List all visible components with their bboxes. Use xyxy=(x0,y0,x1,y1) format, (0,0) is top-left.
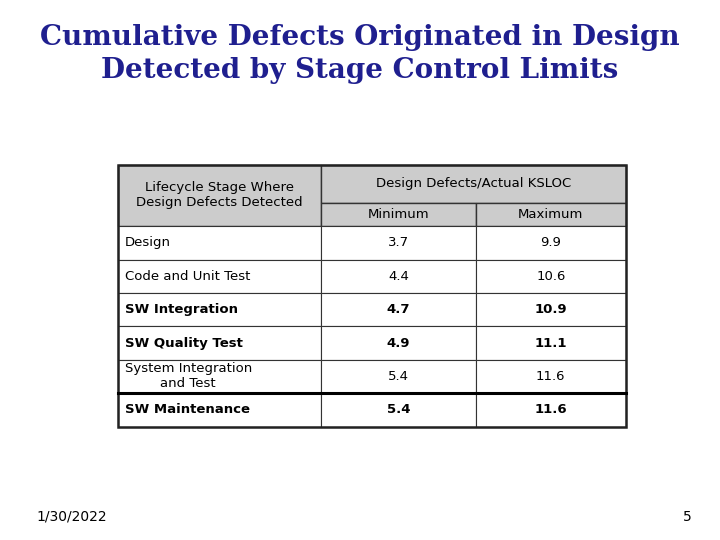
Text: Code and Unit Test: Code and Unit Test xyxy=(125,270,250,283)
Text: 5: 5 xyxy=(683,510,691,524)
Bar xyxy=(321,360,476,393)
Bar xyxy=(476,393,626,427)
Text: 11.6: 11.6 xyxy=(536,370,565,383)
Text: 11.6: 11.6 xyxy=(534,403,567,416)
Bar xyxy=(118,360,321,393)
Text: Maximum: Maximum xyxy=(518,208,583,221)
Text: SW Maintenance: SW Maintenance xyxy=(125,403,250,416)
Text: 10.9: 10.9 xyxy=(534,303,567,316)
Bar xyxy=(118,260,321,293)
Text: Minimum: Minimum xyxy=(368,208,429,221)
Bar xyxy=(321,293,476,326)
Text: 5.4: 5.4 xyxy=(388,370,409,383)
Bar xyxy=(476,360,626,393)
Bar xyxy=(118,293,321,326)
Text: SW Integration: SW Integration xyxy=(125,303,238,316)
Bar xyxy=(118,165,321,226)
Bar xyxy=(321,165,626,202)
Text: 9.9: 9.9 xyxy=(540,237,561,249)
Bar xyxy=(476,226,626,260)
Bar xyxy=(118,165,626,427)
Bar xyxy=(476,326,626,360)
Text: 3.7: 3.7 xyxy=(388,237,409,249)
Text: 10.6: 10.6 xyxy=(536,270,565,283)
Bar xyxy=(476,202,626,226)
Text: 4.4: 4.4 xyxy=(388,270,409,283)
Text: 1/30/2022: 1/30/2022 xyxy=(36,510,107,524)
Text: SW Quality Test: SW Quality Test xyxy=(125,336,243,349)
Text: 4.9: 4.9 xyxy=(387,336,410,349)
Text: Lifecycle Stage Where
Design Defects Detected: Lifecycle Stage Where Design Defects Det… xyxy=(136,181,303,210)
Bar xyxy=(118,226,321,260)
Text: 11.1: 11.1 xyxy=(534,336,567,349)
Bar xyxy=(321,326,476,360)
Bar xyxy=(476,260,626,293)
Bar xyxy=(118,393,321,427)
Text: 5.4: 5.4 xyxy=(387,403,410,416)
Text: 4.7: 4.7 xyxy=(387,303,410,316)
Text: Design Defects/Actual KSLOC: Design Defects/Actual KSLOC xyxy=(376,177,571,190)
Bar xyxy=(321,393,476,427)
Text: Design: Design xyxy=(125,237,171,249)
Text: Cumulative Defects Originated in Design
Detected by Stage Control Limits: Cumulative Defects Originated in Design … xyxy=(40,24,680,84)
Text: System Integration
and Test: System Integration and Test xyxy=(125,362,252,390)
Bar xyxy=(321,226,476,260)
Bar xyxy=(321,202,476,226)
Bar xyxy=(321,260,476,293)
Bar xyxy=(118,326,321,360)
Bar xyxy=(476,293,626,326)
